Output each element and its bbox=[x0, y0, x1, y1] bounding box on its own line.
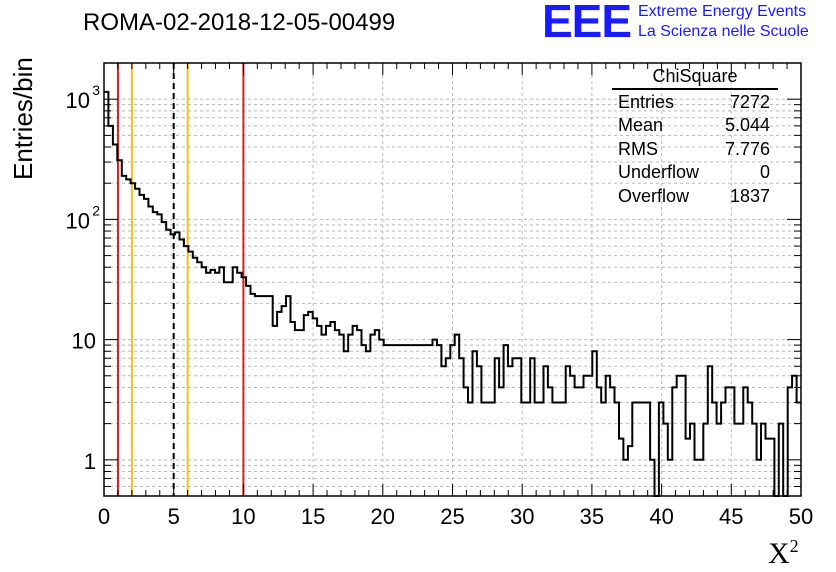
stat-label: Overflow bbox=[618, 185, 690, 206]
stat-value: 5.044 bbox=[724, 115, 770, 136]
stat-row-overflow: Overflow 1837 bbox=[612, 186, 778, 209]
stat-label: Entries bbox=[618, 92, 675, 112]
statistics-title: ChiSquare bbox=[612, 66, 778, 90]
stat-label: Underflow bbox=[618, 162, 700, 183]
y-tick-label: 1 bbox=[84, 449, 96, 474]
stat-label: RMS bbox=[618, 138, 658, 159]
stat-value: 1837 bbox=[729, 185, 770, 206]
x-tick-label: 10 bbox=[231, 504, 255, 529]
y-tick-label: 10 bbox=[72, 329, 96, 354]
stat-row-rms: RMS 7.776 bbox=[612, 139, 778, 162]
histogram-series bbox=[104, 90, 801, 497]
eee-logo-mark: EEE bbox=[542, 0, 632, 47]
reference-lines bbox=[116, 63, 245, 496]
y-tick-exponent: 2 bbox=[92, 202, 100, 218]
x-tick-label: 30 bbox=[510, 504, 534, 529]
stat-row-underflow: Underflow 0 bbox=[612, 162, 778, 185]
x-tick-label: 5 bbox=[168, 504, 180, 529]
logo-subtitle-line2: La Scienza nelle Scuole bbox=[638, 23, 809, 40]
x-tick-label: 25 bbox=[440, 504, 464, 529]
stat-value: 7.776 bbox=[724, 138, 770, 159]
x-axis-label: X2 bbox=[768, 536, 799, 571]
statistics-box: ChiSquare Entries 7272 Mean 5.044 RMS 7.776… bbox=[612, 66, 778, 209]
y-tick-exponent: 3 bbox=[92, 82, 100, 98]
x-tick-label: 40 bbox=[649, 504, 673, 529]
stat-value: 0 bbox=[759, 162, 770, 183]
stat-row-mean: Mean 5.044 bbox=[612, 115, 778, 138]
logo-subtitle-line1: Extreme Energy Events bbox=[638, 3, 807, 20]
x-tick-label: 35 bbox=[580, 504, 604, 529]
x-axis-label-base: X bbox=[768, 537, 790, 570]
x-tick-label: 45 bbox=[719, 504, 743, 529]
axes bbox=[103, 62, 802, 497]
x-tick-label: 0 bbox=[98, 504, 110, 529]
histogram-line bbox=[104, 90, 801, 497]
x-axis-label-exponent: 2 bbox=[789, 536, 799, 556]
x-tick-label: 20 bbox=[371, 504, 395, 529]
y-tick-label: 10 bbox=[66, 88, 90, 113]
x-tick-label: 15 bbox=[301, 504, 325, 529]
stat-value: 7272 bbox=[729, 92, 770, 112]
stat-row-entries: Entries 7272 bbox=[612, 92, 778, 115]
chart-title: ROMA-02-2018-12-05-00499 bbox=[83, 9, 396, 36]
stat-label: Mean bbox=[618, 115, 664, 136]
y-tick-label: 10 bbox=[66, 208, 90, 233]
x-tick-label: 50 bbox=[789, 504, 813, 529]
